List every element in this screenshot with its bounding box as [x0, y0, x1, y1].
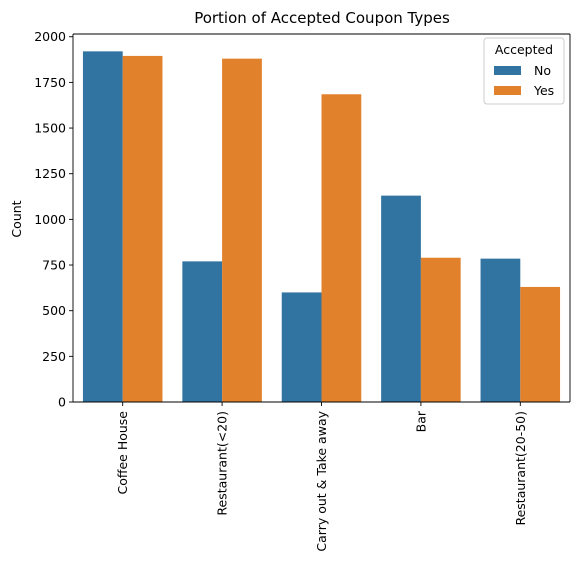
- legend-swatch-yes: [494, 86, 521, 95]
- y-tick-label: 750: [42, 258, 66, 273]
- chart-title: Portion of Accepted Coupon Types: [194, 9, 450, 27]
- y-tick-label: 500: [42, 303, 66, 318]
- legend-title: Accepted: [495, 42, 553, 57]
- x-tick-label: Restaurant(20-50): [513, 411, 528, 526]
- y-tick-label: 1250: [34, 166, 66, 181]
- y-axis-label: Count: [9, 200, 24, 237]
- legend-swatch-no: [494, 66, 521, 75]
- y-tick-label: 0: [58, 395, 66, 410]
- x-tick-label: Restaurant(<20): [215, 411, 230, 516]
- legend-label-no: No: [534, 63, 551, 78]
- legend: Accepted No Yes: [483, 37, 565, 105]
- bar-yes-2: [321, 94, 362, 403]
- bar-no-4: [480, 258, 521, 402]
- y-tick-label: 250: [42, 349, 66, 364]
- bar-yes-0: [122, 55, 163, 403]
- bar-no-3: [381, 195, 421, 402]
- y-tick-label: 2000: [34, 29, 66, 44]
- bar-no-2: [281, 292, 322, 402]
- y-tick-label: 1000: [34, 212, 66, 227]
- y-tick-label: 1750: [34, 75, 66, 90]
- bar-no-0: [82, 51, 123, 402]
- bar-no-1: [182, 261, 223, 402]
- bar-yes-4: [520, 286, 561, 402]
- legend-label-yes: Yes: [533, 83, 554, 98]
- bar-yes-3: [420, 257, 461, 402]
- x-tick-label: Coffee House: [115, 411, 130, 495]
- plot-area: 0 250 500 750 1000 1250 1500 1750 2000 Coffee Hou…: [34, 29, 571, 552]
- bar-yes-1: [222, 58, 262, 402]
- x-tick-label: Bar: [413, 410, 428, 432]
- x-tick-label: Carry out & Take away: [314, 410, 329, 551]
- y-tick-label: 1500: [34, 121, 66, 136]
